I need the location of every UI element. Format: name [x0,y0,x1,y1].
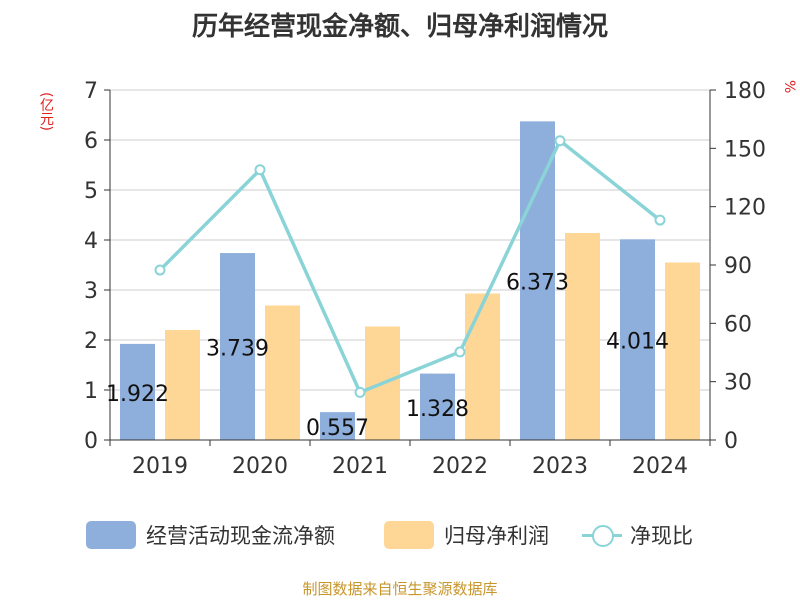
left-axis-tick-label: 3 [84,279,98,304]
x-axis-tick-label: 2022 [432,454,488,479]
bar-net-profit [665,262,700,440]
x-axis-tick-label: 2020 [232,454,288,479]
source-note: 制图数据来自恒生聚源数据库 [302,580,498,598]
left-axis-tick-label: 7 [84,79,98,104]
ratio-line-point [654,214,666,226]
bar-net-profit [565,233,600,440]
left-axis-tick-label: 6 [84,129,98,154]
legend-label-operating-cash: 经营活动现金流净额 [146,524,335,548]
bar-operating-cash [620,239,655,440]
legend-item-operating-cash[interactable]: 经营活动现金流净额 [86,520,335,550]
left-axis-tick-label: 1 [84,379,98,404]
x-axis-tick-label: 2019 [132,454,188,479]
x-axis-tick-label: 2021 [332,454,388,479]
bars [120,121,700,440]
legend-label-net-profit: 归母净利润 [444,524,549,548]
bar-net-profit [465,293,500,440]
legend-item-net-profit[interactable]: 归母净利润 [384,520,549,550]
left-axis-tick-label: 2 [84,329,98,354]
right-axis-tick-label: 90 [724,254,752,279]
ratio-line-point [554,135,566,147]
left-axis-tick-label: 5 [84,179,98,204]
data-label-operating-cash: 0.557 [306,416,369,441]
right-axis-tick-label: 0 [724,429,738,454]
legend-item-ratio[interactable]: 净现比 [582,520,693,550]
data-labels: 1.922 3.739 0.557 1.328 6.373 4.014 [106,271,669,441]
x-axis-tick-label: 2023 [532,454,588,479]
bar-operating-cash [420,373,455,440]
ratio-line-point [254,164,266,176]
data-label-operating-cash: 1.328 [406,397,469,422]
grid-lines [110,89,710,391]
right-axis-tick-label: 60 [724,312,752,337]
bar-operating-cash [120,343,155,440]
bar-operating-cash [320,412,355,440]
ratio-line-point [354,386,366,398]
axes: 0 1 2 3 4 5 6 7 0 30 60 90 120 150 180 2019 2020 2021 2022… [84,79,766,479]
left-axis-tick-label: 4 [84,229,98,254]
legend-swatch-operating-cash [86,521,136,549]
bar-net-profit [165,330,200,440]
ratio-line-point [154,264,166,276]
data-label-operating-cash: 3.739 [206,337,269,362]
ratio-line-path [158,139,662,395]
bar-net-profit [265,305,300,440]
left-axis-tick-label: 0 [84,429,98,454]
legend-swatch-net-profit [384,521,434,549]
left-axis-unit: (亿元) [38,92,54,131]
right-axis-unit: % [781,80,797,94]
legend-label-ratio: 净现比 [630,524,693,548]
bar-operating-cash [520,121,555,440]
ratio-line [154,135,666,398]
chart-title: 历年经营现金净额、归母净利润情况 [191,12,608,42]
data-label-operating-cash: 1.922 [106,382,169,407]
right-axis-tick-label: 180 [724,79,766,104]
ratio-line-point [454,346,466,358]
x-axis-tick-label: 2024 [632,454,688,479]
right-axis-tick-label: 150 [724,137,766,162]
right-axis-tick-label: 30 [724,371,752,396]
legend: 经营活动现金流净额 归母净利润 净现比 [0,520,800,550]
bar-operating-cash [220,253,255,440]
data-label-operating-cash: 4.014 [606,330,669,355]
legend-swatch-ratio [582,521,622,549]
data-label-operating-cash: 6.373 [506,271,569,296]
right-axis-tick-label: 120 [724,196,766,221]
